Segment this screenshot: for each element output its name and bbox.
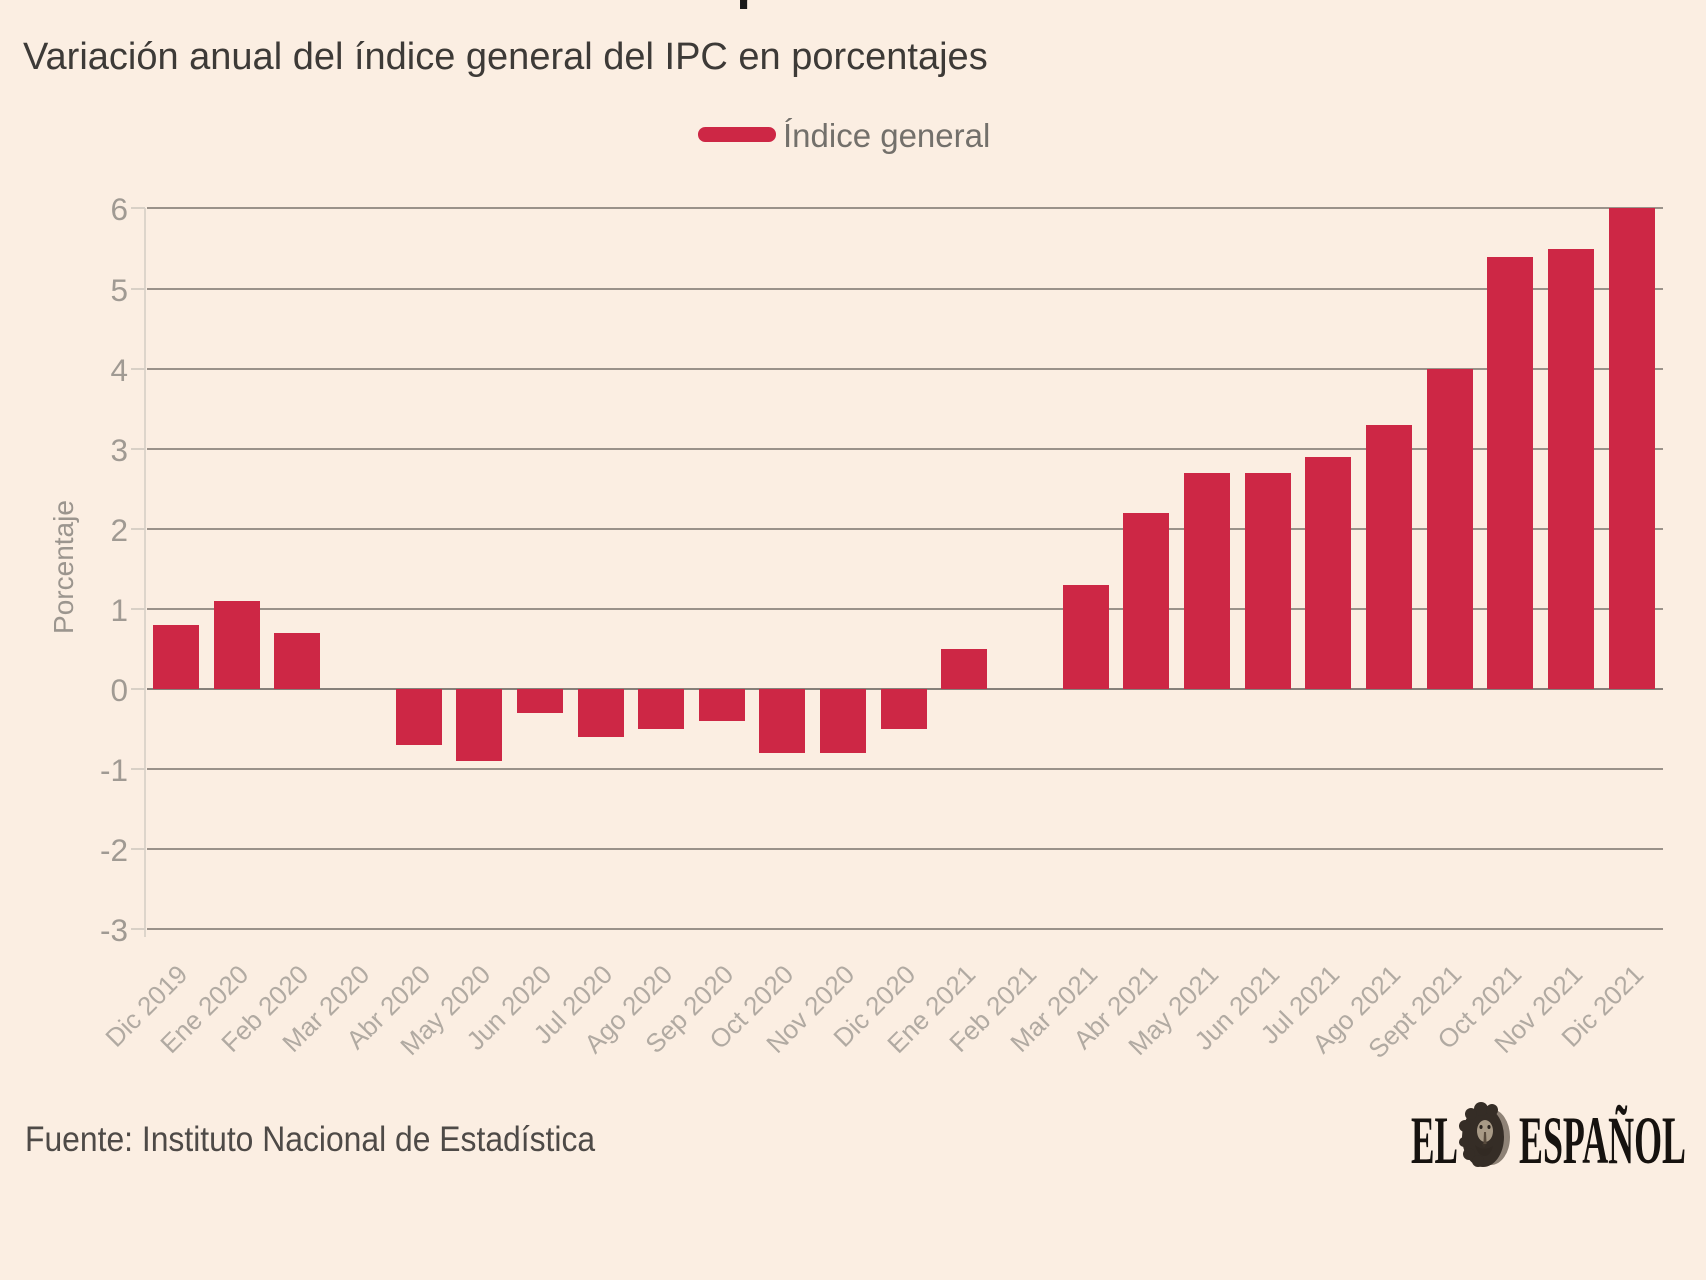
svg-text:ESPAÑOL: ESPAÑOL (1519, 1102, 1686, 1175)
svg-text:EL: EL (1411, 1102, 1458, 1175)
